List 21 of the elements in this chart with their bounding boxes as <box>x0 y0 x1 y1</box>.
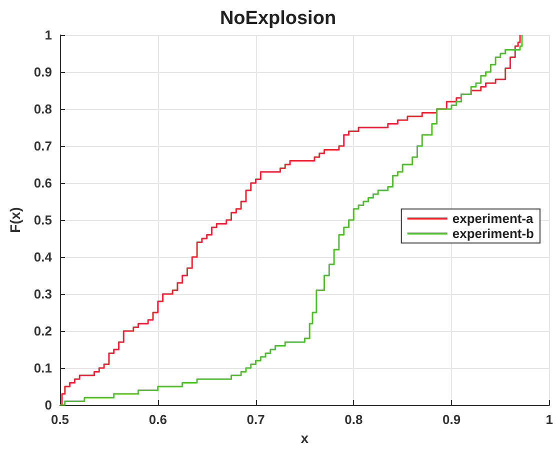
x-tick-label: 1 <box>546 412 553 427</box>
x-axis-title: x <box>300 430 309 446</box>
x-tick-label: 0.7 <box>246 412 265 427</box>
y-axis-title: F(x) <box>7 207 23 233</box>
chart-title: NoExplosion <box>220 8 336 29</box>
y-tick-label: 0.1 <box>34 360 52 376</box>
y-tick-label: 0.8 <box>34 102 52 116</box>
y-tick-label: 0.5 <box>34 212 52 228</box>
y-tick-label: 0.7 <box>34 138 52 154</box>
y-tick-label: 0.3 <box>34 286 52 302</box>
y-tick-label: 0.9 <box>34 64 52 80</box>
y-tick-label: 1 <box>44 28 52 42</box>
y-tick-label: 0.2 <box>34 324 52 338</box>
x-tick-label: 0.6 <box>148 412 167 427</box>
y-tick-label: 0 <box>44 398 52 412</box>
y-tick-label: 0.6 <box>34 176 52 190</box>
y-tick-label: 0.4 <box>34 250 53 264</box>
legend-label: experiment-a <box>452 211 534 226</box>
x-tick-label: 0.9 <box>442 412 461 427</box>
x-tick-label: 0.8 <box>344 412 363 427</box>
legend-label: experiment-b <box>452 226 534 241</box>
